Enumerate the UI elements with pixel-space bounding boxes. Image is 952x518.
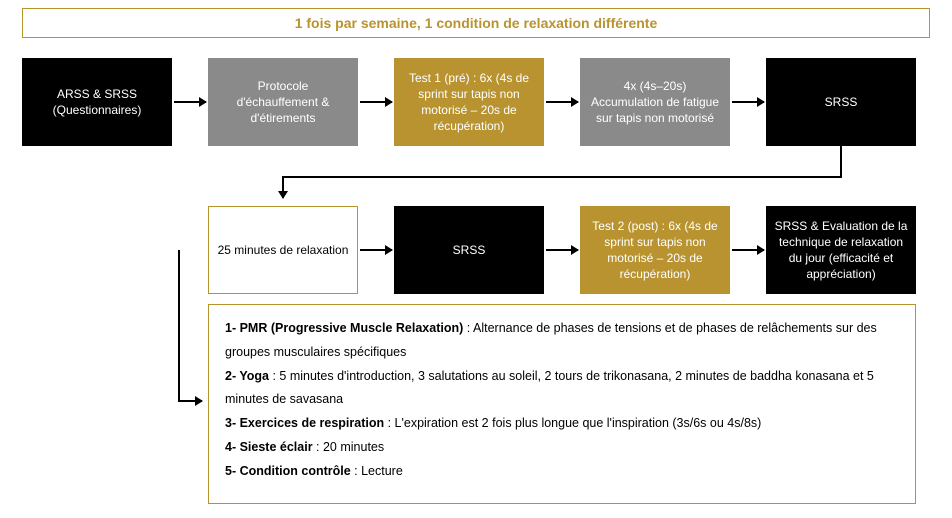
box-srss-1: SRSS (766, 58, 916, 146)
details-item-desc: : L'expiration est 2 fois plus longue qu… (384, 416, 761, 430)
details-item-title: 1- PMR (Progressive Muscle Relaxation) (225, 321, 463, 335)
header-title-text: 1 fois par semaine, 1 condition de relax… (295, 15, 658, 31)
details-item: 1- PMR (Progressive Muscle Relaxation) :… (225, 317, 899, 365)
header-title-box: 1 fois par semaine, 1 condition de relax… (22, 8, 930, 38)
connector-line (282, 176, 842, 178)
arrow-right (732, 101, 764, 103)
details-item-title: 5- Condition contrôle (225, 464, 351, 478)
box-arss-srss: ARSS & SRSS (Questionnaires) (22, 58, 172, 146)
details-item-desc: : 5 minutes d'introduction, 3 salutation… (225, 369, 874, 407)
box-fatigue: 4x (4s–20s) Accumulation de fatigue sur … (580, 58, 730, 146)
details-item: 4- Sieste éclair : 20 minutes (225, 436, 899, 460)
box-srss-2: SRSS (394, 206, 544, 294)
arrow-right (174, 101, 206, 103)
details-item: 3- Exercices de respiration : L'expirati… (225, 412, 899, 436)
arrow-right (360, 249, 392, 251)
connector-line (840, 146, 842, 176)
arrow-right (546, 101, 578, 103)
arrow-right (360, 101, 392, 103)
box-test1: Test 1 (pré) : 6x (4s de sprint sur tapi… (394, 58, 544, 146)
arrow-right (178, 400, 202, 402)
details-item-title: 4- Sieste éclair (225, 440, 313, 454)
details-item-desc: : Lecture (351, 464, 403, 478)
arrow-right (732, 249, 764, 251)
details-item: 5- Condition contrôle : Lecture (225, 460, 899, 484)
details-item: 2- Yoga : 5 minutes d'introduction, 3 sa… (225, 365, 899, 413)
arrow-right (546, 249, 578, 251)
box-evaluation: SRSS & Evaluation de la technique de rel… (766, 206, 916, 294)
box-protocol: Protocole d'échauffement & d'étirements (208, 58, 358, 146)
details-item-desc: : 20 minutes (313, 440, 385, 454)
details-item-title: 3- Exercices de respiration (225, 416, 384, 430)
connector-line (178, 250, 180, 400)
details-item-title: 2- Yoga (225, 369, 269, 383)
box-relaxation: 25 minutes de relaxation (208, 206, 358, 294)
box-test2: Test 2 (post) : 6x (4s de sprint sur tap… (580, 206, 730, 294)
arrow-down (282, 176, 284, 198)
details-box: 1- PMR (Progressive Muscle Relaxation) :… (208, 304, 916, 504)
